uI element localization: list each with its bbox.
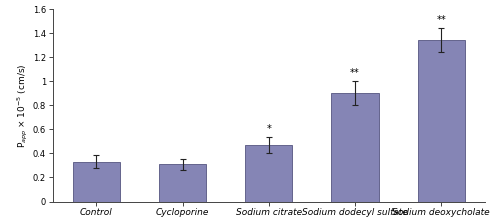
Bar <box>245 145 292 202</box>
Bar <box>332 93 378 202</box>
Text: **: ** <box>436 15 446 25</box>
Bar <box>72 162 120 202</box>
Text: **: ** <box>350 68 360 78</box>
Bar <box>159 164 206 202</box>
Text: *: * <box>266 124 271 134</box>
Bar <box>418 40 465 202</box>
Y-axis label: P$_{app}$ × 10$^{-5}$ (cm/s): P$_{app}$ × 10$^{-5}$ (cm/s) <box>16 63 30 148</box>
